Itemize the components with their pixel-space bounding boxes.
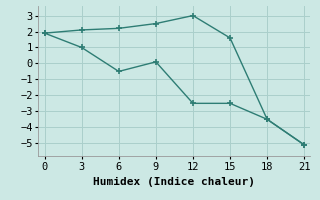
- X-axis label: Humidex (Indice chaleur): Humidex (Indice chaleur): [93, 177, 255, 187]
